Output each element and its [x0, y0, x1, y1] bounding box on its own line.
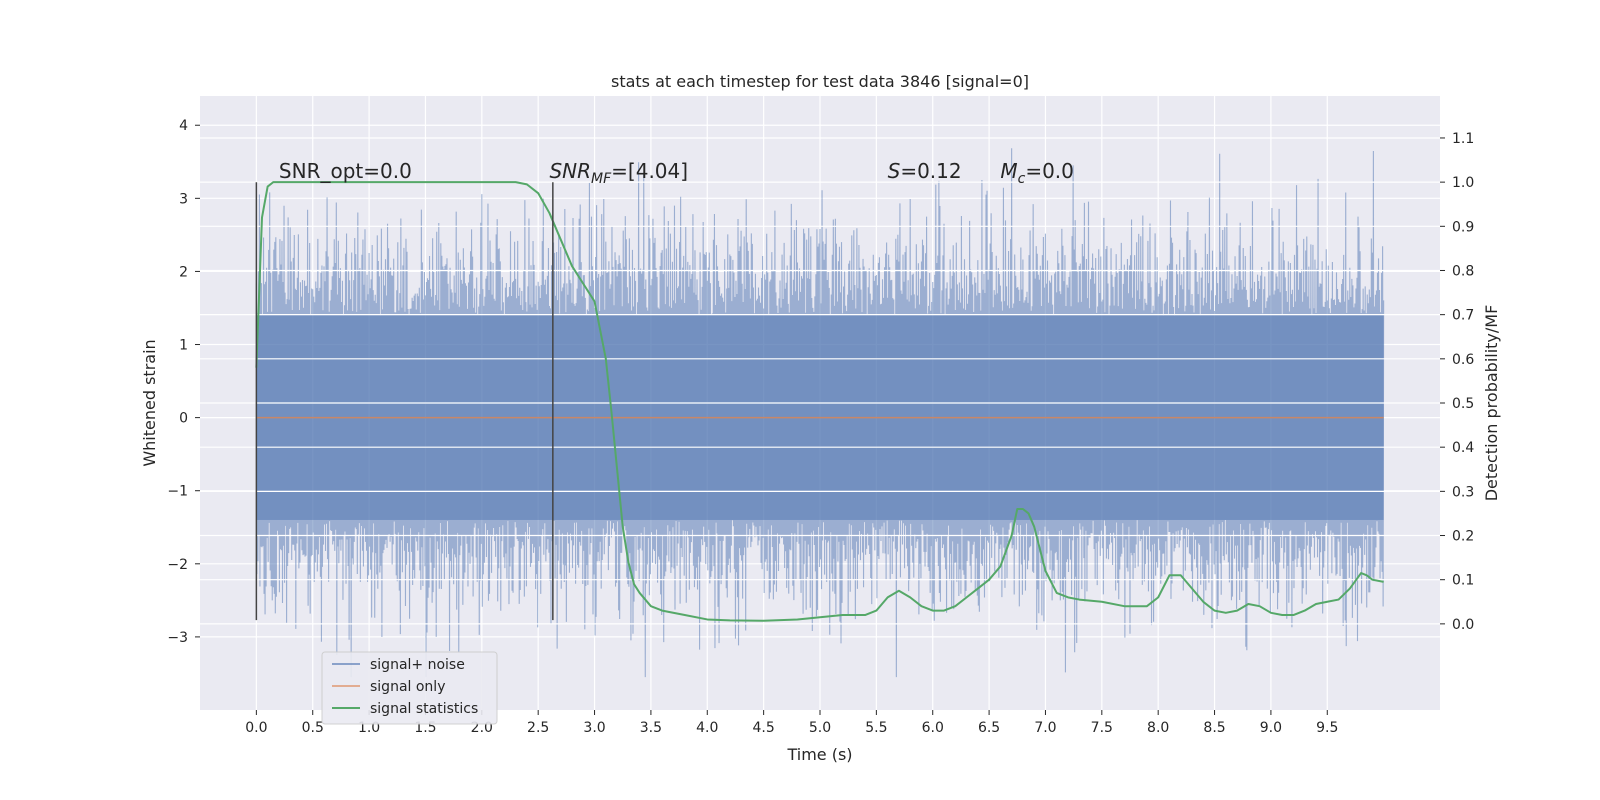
x-tick-label: 5.5	[865, 720, 887, 736]
y-axis-label: Whitened strain	[140, 339, 159, 466]
y-tick-label: 0	[179, 411, 188, 427]
y2-tick-label: 1.0	[1452, 175, 1474, 191]
annotations: SNR_opt=0.0 SNRMF=[4.04] S=0.12 Mc=0.0	[279, 159, 1074, 187]
y2-tick-label: 0.7	[1452, 308, 1474, 324]
y-axis-ticks: −3 −2 −1 0 1 2 3 4	[167, 118, 200, 646]
legend: signal+ noise signal only signal statist…	[321, 651, 498, 725]
annotation-value: =[4.04]	[611, 159, 688, 183]
x-tick-label: 5.0	[809, 720, 831, 736]
annotation-symbol: SNR	[549, 159, 591, 183]
x-tick-label: 9.0	[1260, 720, 1282, 736]
y2-axis-ticks: 0.0 0.1 0.2 0.3 0.4 0.5 0.6 0.7 0.8 0.9 1.0 1.1	[1440, 131, 1474, 633]
y-tick-label: −1	[167, 484, 188, 500]
annotation-3: Mc=0.0	[1000, 159, 1074, 187]
legend-label-signal-only: signal only	[370, 679, 445, 695]
x-tick-label: 2.5	[527, 720, 549, 736]
y2-tick-label: 0.1	[1452, 573, 1474, 589]
x-tick-label: 0.5	[302, 720, 324, 736]
x-tick-label: 4.0	[696, 720, 718, 736]
x-tick-label: 3.5	[640, 720, 662, 736]
x-tick-label: 6.5	[978, 720, 1000, 736]
x-tick-label: 8.0	[1147, 720, 1169, 736]
y-tick-label: 3	[179, 191, 188, 207]
marker-lines	[255, 182, 554, 621]
x-tick-label: 3.0	[583, 720, 605, 736]
x-tick-label: 4.5	[753, 720, 775, 736]
annotation-value: =0.0	[1025, 159, 1074, 183]
chart-title: stats at each timestep for test data 384…	[611, 72, 1029, 91]
y2-tick-label: 0.8	[1452, 263, 1474, 279]
annotation-value: =0.12	[900, 159, 961, 183]
y-tick-label: 4	[179, 118, 188, 134]
y2-tick-label: 0.2	[1452, 529, 1474, 545]
legend-label-signal-noise: signal+ noise	[370, 657, 465, 673]
x-tick-label: 8.5	[1203, 720, 1225, 736]
x-tick-label: 6.0	[922, 720, 944, 736]
y-tick-label: 1	[179, 338, 188, 354]
y2-tick-label: 0.3	[1452, 484, 1474, 500]
annotation-subscript: MF	[591, 171, 612, 187]
annotation-2: S=0.12	[888, 159, 962, 183]
x-tick-label: 7.5	[1091, 720, 1113, 736]
annotation-symbol: S	[888, 159, 901, 183]
legend-label-signal-statistics: signal statistics	[370, 701, 478, 717]
x-tick-label: 9.5	[1316, 720, 1338, 736]
y2-axis-label: Detection probability/MF	[1482, 305, 1501, 502]
y2-tick-label: 0.0	[1452, 617, 1474, 633]
y-tick-label: −2	[167, 557, 188, 573]
legend-box	[321, 651, 498, 725]
annotation-0: SNR_opt=0.0	[279, 159, 412, 183]
y-tick-label: −3	[167, 630, 188, 646]
y-tick-label: 2	[179, 264, 188, 280]
y2-tick-label: 0.6	[1452, 352, 1474, 368]
annotation-1: SNRMF=[4.04]	[549, 159, 688, 187]
x-axis-ticks: 0.0 0.5 1.0 1.5 2.0 2.5 3.0 3.5 4.0 4.5 5.0 5.5 6.0 6…	[245, 710, 1338, 736]
y2-tick-label: 0.5	[1452, 396, 1474, 412]
y2-tick-label: 1.1	[1452, 131, 1474, 147]
x-tick-label: 7.0	[1034, 720, 1056, 736]
noise-trace	[255, 148, 1385, 678]
annotation-symbol: M	[1000, 159, 1017, 183]
x-tick-label: 0.0	[245, 720, 267, 736]
y2-tick-label: 0.4	[1452, 440, 1474, 456]
x-axis-label: Time (s)	[786, 745, 852, 764]
y2-tick-label: 0.9	[1452, 219, 1474, 235]
annotation-subscript: c	[1018, 171, 1026, 187]
